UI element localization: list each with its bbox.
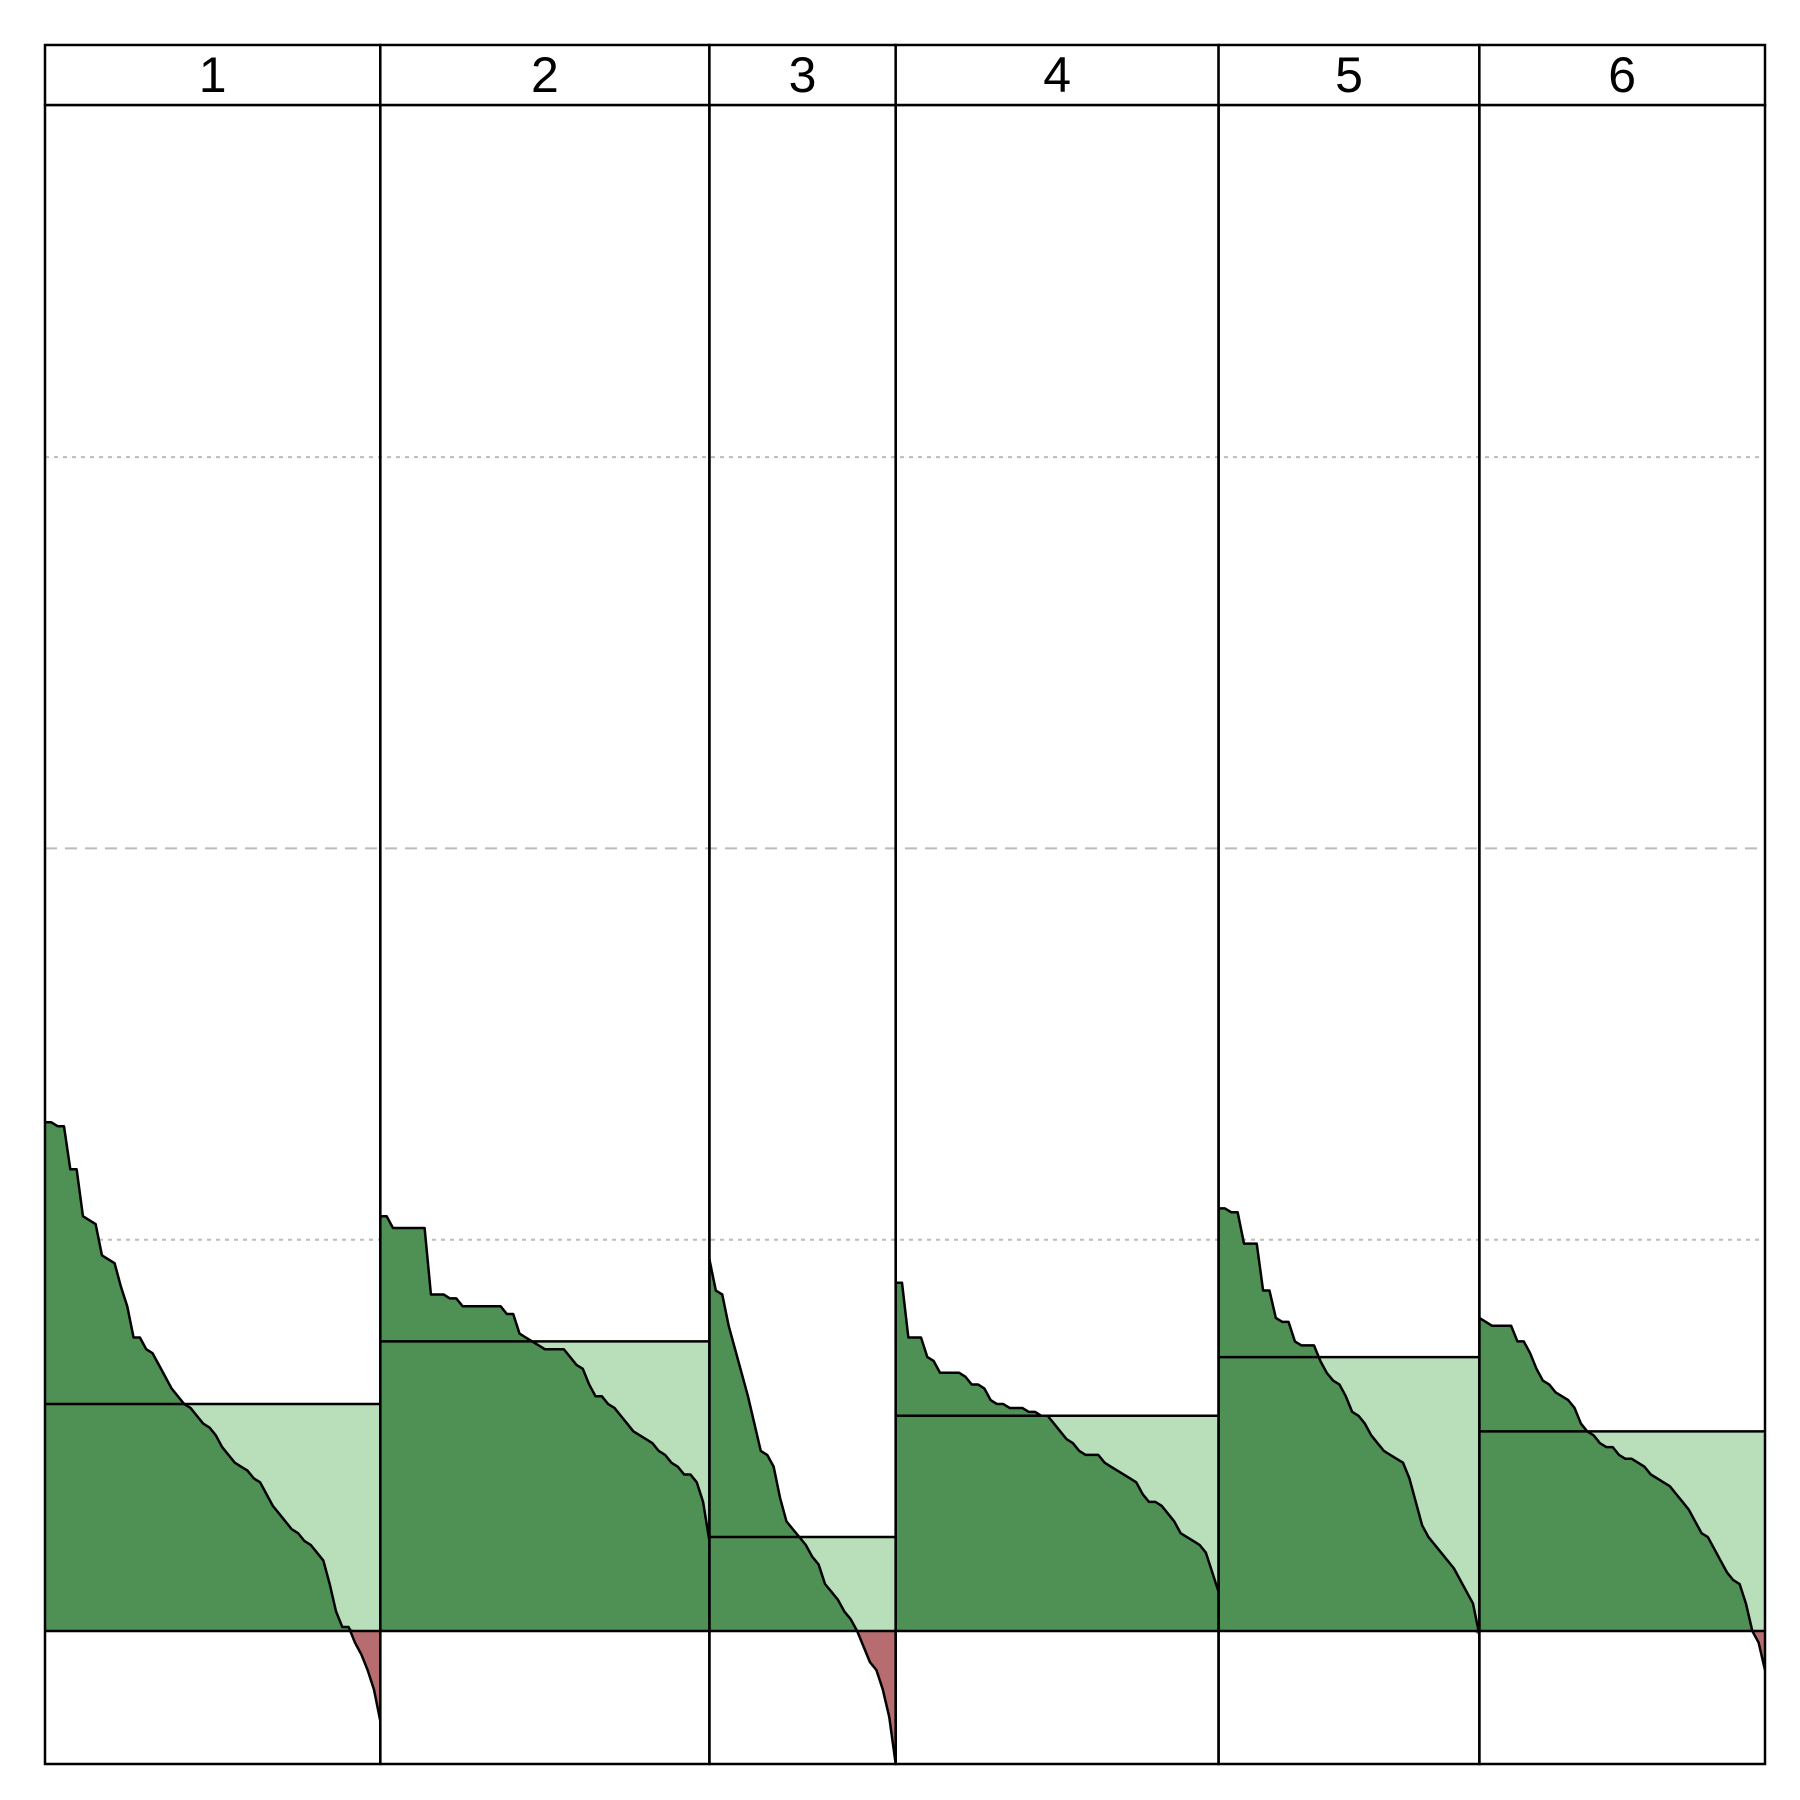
panel-4 bbox=[895, 1281, 1220, 1633]
negative-area bbox=[45, 1630, 381, 1721]
strip-box bbox=[379, 43, 711, 107]
strip-label: 5 bbox=[1335, 47, 1363, 103]
strip-label: 2 bbox=[531, 47, 559, 103]
panel-3 bbox=[708, 1259, 897, 1765]
panel-5 bbox=[1218, 1207, 1481, 1636]
profile-line bbox=[895, 1281, 1220, 1593]
profile-line bbox=[708, 1259, 897, 1765]
strip-box bbox=[43, 43, 382, 107]
positive-area bbox=[1218, 1208, 1480, 1631]
strip-labels: 1 2 3 4 5 6 bbox=[43, 43, 1767, 107]
positive-area bbox=[380, 1216, 710, 1631]
strip-box bbox=[894, 43, 1220, 107]
negative-area bbox=[1479, 1630, 1765, 1671]
panel-6 bbox=[1478, 1316, 1767, 1671]
positive-area bbox=[895, 1282, 1219, 1631]
negative-area bbox=[709, 1630, 896, 1764]
strip-box bbox=[708, 43, 897, 107]
gridlines bbox=[45, 456, 1765, 1241]
positive-area bbox=[45, 1122, 381, 1631]
strip-label: 3 bbox=[789, 47, 817, 103]
strip-box bbox=[1478, 43, 1767, 107]
strip-label: 4 bbox=[1043, 47, 1071, 103]
strip-box bbox=[1217, 43, 1481, 107]
profile-line bbox=[1478, 1316, 1767, 1671]
panel-1 bbox=[45, 1121, 382, 1722]
panel-2 bbox=[380, 1214, 711, 1633]
panels bbox=[45, 1121, 1767, 1765]
strip-label: 1 bbox=[199, 47, 227, 103]
profile-line bbox=[1218, 1207, 1481, 1636]
profile-line bbox=[380, 1214, 711, 1542]
strip-label: 6 bbox=[1608, 47, 1636, 103]
positive-area bbox=[1479, 1317, 1765, 1631]
profile-line bbox=[45, 1121, 382, 1722]
